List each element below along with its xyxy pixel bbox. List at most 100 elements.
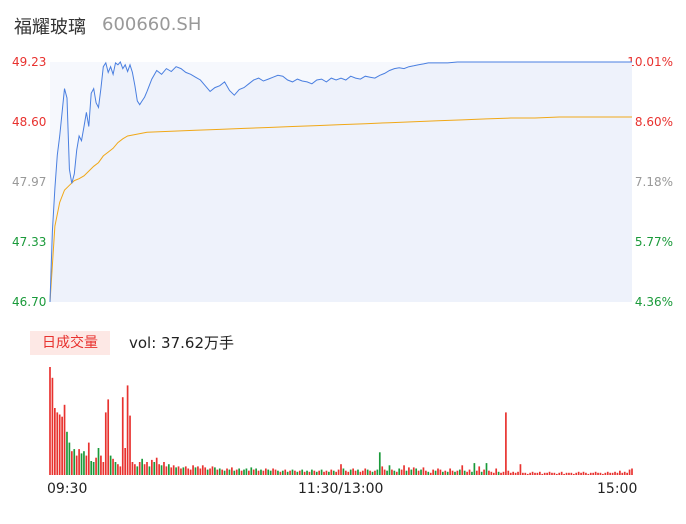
volume-bar bbox=[148, 466, 151, 475]
volume-bar bbox=[337, 469, 340, 475]
volume-bar bbox=[359, 471, 362, 475]
volume-bar bbox=[553, 472, 556, 475]
volume-bar bbox=[233, 470, 236, 475]
volume-bar bbox=[303, 471, 306, 475]
volume-bar bbox=[626, 472, 628, 475]
volume-bar bbox=[308, 471, 311, 475]
x-tick-open: 09:30 bbox=[47, 481, 88, 497]
y-right-tick: 7.18% bbox=[634, 175, 673, 189]
y-left-tick: 48.60 bbox=[12, 115, 47, 129]
volume-bar bbox=[497, 471, 500, 475]
volume-bar bbox=[170, 467, 173, 475]
volume-bar bbox=[522, 472, 524, 475]
volume-bar bbox=[231, 467, 233, 475]
volume-bar bbox=[296, 471, 299, 475]
volume-total: vol: 37.62万手 bbox=[129, 334, 234, 352]
volume-bar bbox=[519, 464, 522, 475]
x-tick-close: 15:00 bbox=[597, 481, 638, 497]
volume-bar bbox=[274, 469, 277, 475]
volume-bar bbox=[155, 457, 158, 475]
volume-bar bbox=[405, 470, 408, 475]
volume-bar bbox=[211, 466, 214, 475]
volume-bar bbox=[628, 469, 631, 475]
volume-bar bbox=[349, 469, 352, 475]
volume-bar bbox=[281, 470, 284, 475]
volume-bar bbox=[619, 470, 621, 475]
volume-bar bbox=[277, 470, 279, 475]
volume-bar bbox=[342, 468, 345, 475]
volume-bar bbox=[400, 469, 403, 475]
volume-bar bbox=[560, 471, 563, 475]
volume-bar bbox=[189, 469, 192, 475]
volume-bar bbox=[599, 472, 602, 475]
volume-bar bbox=[83, 451, 85, 475]
volume-bar bbox=[415, 468, 418, 475]
volume-bar bbox=[223, 470, 226, 475]
volume-bar bbox=[284, 469, 287, 475]
volume-bar bbox=[330, 469, 333, 475]
volume-bar bbox=[325, 470, 328, 475]
volume-bar bbox=[517, 471, 519, 475]
volume-bar bbox=[160, 465, 163, 475]
volume-bar bbox=[134, 464, 136, 475]
volume-bar bbox=[301, 469, 304, 475]
volume-bar bbox=[345, 470, 347, 475]
volume-bar bbox=[204, 467, 207, 475]
volume-bar bbox=[252, 469, 255, 475]
volume-bar bbox=[92, 462, 95, 475]
volume-bar bbox=[386, 470, 388, 475]
volume-bar bbox=[143, 464, 146, 475]
volume-bar bbox=[335, 471, 337, 475]
volume-bar bbox=[592, 472, 595, 475]
y-left-tick: 49.23 bbox=[12, 55, 47, 69]
volume-bar bbox=[505, 412, 507, 475]
volume-bar bbox=[279, 471, 282, 475]
volume-bar bbox=[541, 473, 544, 475]
volume-bar bbox=[488, 470, 490, 475]
volume-bar bbox=[248, 470, 250, 475]
volume-bar bbox=[364, 468, 367, 475]
volume-bar bbox=[582, 471, 585, 475]
volume-bar bbox=[536, 472, 539, 475]
volume-bar bbox=[427, 471, 430, 475]
volume-bar bbox=[429, 472, 432, 475]
volume-bar bbox=[393, 470, 396, 475]
volume-bar bbox=[466, 471, 468, 475]
volume-bar bbox=[306, 470, 308, 475]
volume-bar bbox=[461, 465, 464, 475]
volume-bar bbox=[354, 470, 357, 475]
volume-bar bbox=[257, 470, 260, 475]
volume-bar bbox=[609, 472, 612, 475]
volume-bar bbox=[272, 468, 274, 475]
volume-bar bbox=[136, 466, 139, 475]
volume-bar bbox=[500, 472, 502, 475]
volume-bar bbox=[495, 468, 498, 475]
volume-bar bbox=[475, 470, 478, 475]
volume-bar bbox=[294, 470, 296, 475]
volume-bar bbox=[49, 367, 51, 475]
volume-bar bbox=[565, 472, 568, 475]
volume-bar bbox=[320, 469, 323, 475]
volume-bar bbox=[228, 469, 231, 475]
volume-bar bbox=[473, 463, 476, 475]
volume-bar bbox=[432, 469, 434, 475]
volume-bar bbox=[529, 472, 531, 475]
volume-bar bbox=[214, 467, 216, 475]
volume-bar bbox=[146, 462, 148, 475]
volume-bar bbox=[323, 471, 325, 475]
volume-bar bbox=[80, 453, 83, 475]
volume-bar bbox=[218, 468, 221, 475]
volume-bar bbox=[187, 468, 190, 475]
volume-bar bbox=[434, 470, 437, 475]
volume-bar bbox=[235, 469, 238, 475]
volume-bar bbox=[201, 465, 204, 475]
volume-tab[interactable]: 日成交量 bbox=[30, 331, 110, 355]
volume-bar bbox=[56, 412, 59, 475]
volume-bar bbox=[420, 469, 422, 475]
volume-bar bbox=[446, 471, 449, 475]
volume-bar bbox=[250, 467, 253, 475]
volume-bar bbox=[192, 465, 194, 475]
volume-bar bbox=[260, 469, 262, 475]
volume-bar bbox=[100, 455, 102, 475]
